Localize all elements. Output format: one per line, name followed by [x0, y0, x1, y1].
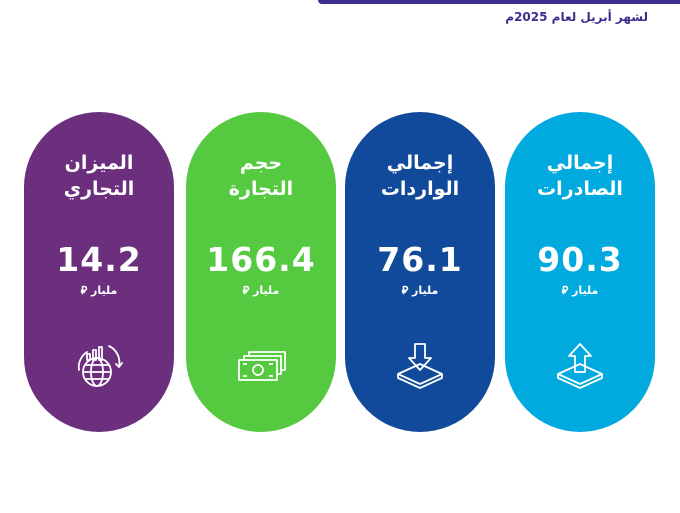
card-unit: مليار ⃁	[242, 284, 280, 297]
banknotes-icon	[235, 340, 287, 392]
top-accent-bar	[318, 0, 680, 4]
card-title: إجمالي الواردات	[345, 150, 495, 202]
card-value: 166.4	[206, 240, 316, 279]
card-title-line2: التجارة	[228, 178, 294, 200]
card-title-line1: حجم	[239, 152, 283, 174]
export-arrow-up-icon	[554, 340, 606, 392]
card-value: 76.1	[377, 240, 463, 279]
card-title-line2: التجاري	[63, 178, 135, 200]
page-subtitle: لشهر أبريل لعام 2025م	[505, 10, 648, 24]
card-title-line2: الواردات	[380, 178, 460, 200]
card-value: 90.3	[537, 240, 623, 279]
card-trade-volume: حجم التجارة 166.4 مليار ⃁	[186, 112, 336, 432]
card-unit: مليار ⃁	[561, 284, 599, 297]
card-title: إجمالي الصادرات	[505, 150, 655, 202]
card-unit: مليار ⃁	[80, 284, 118, 297]
card-title-line1: الميزان	[64, 152, 134, 174]
import-arrow-down-icon	[394, 340, 446, 392]
card-title-line2: الصادرات	[537, 178, 623, 200]
card-title: حجم التجارة	[186, 150, 336, 202]
card-title-line1: إجمالي	[386, 152, 454, 174]
globe-growth-icon	[73, 340, 125, 392]
card-total-exports: إجمالي الصادرات 90.3 مليار ⃁	[505, 112, 655, 432]
card-unit: مليار ⃁	[401, 284, 439, 297]
card-value: 14.2	[56, 240, 142, 279]
card-title: الميزان التجاري	[24, 150, 174, 202]
card-title-line1: إجمالي	[546, 152, 614, 174]
card-trade-balance: الميزان التجاري 14.2 مليار ⃁	[24, 112, 174, 432]
card-total-imports: إجمالي الواردات 76.1 مليار ⃁	[345, 112, 495, 432]
